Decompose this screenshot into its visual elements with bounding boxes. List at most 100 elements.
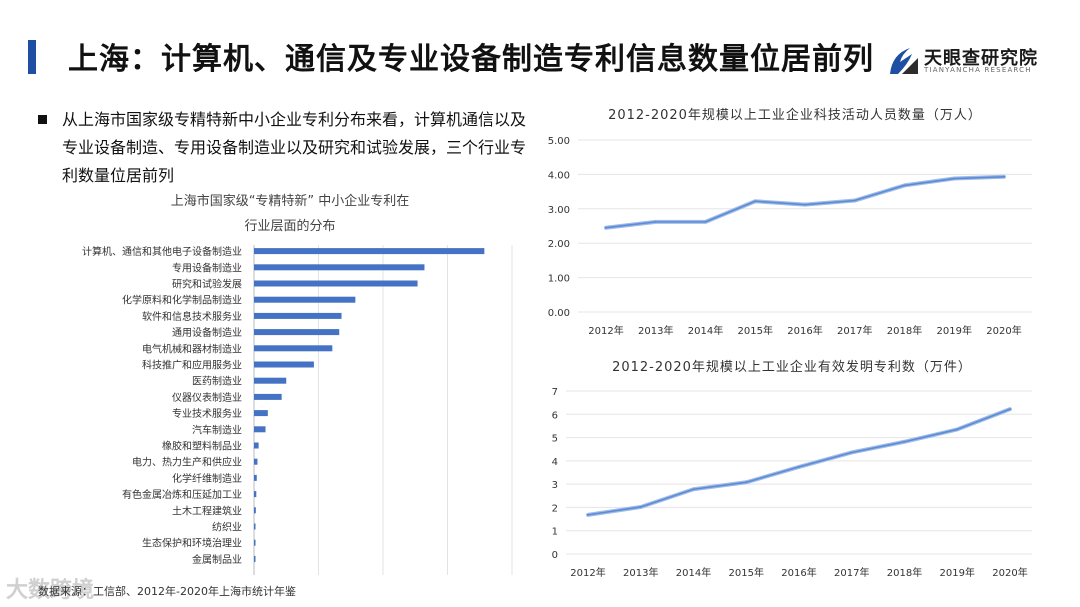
bar — [254, 523, 256, 530]
category-label: 软件和信息技术服务业 — [142, 310, 242, 323]
x-tick-label: 2014年 — [688, 324, 723, 337]
logo-text: 天眼查研究院 — [924, 48, 1038, 69]
data-point — [1009, 408, 1011, 411]
x-tick-label: 2012年 — [588, 324, 623, 337]
x-tick-label: 2020年 — [992, 566, 1027, 579]
x-tick-label: 2013年 — [638, 324, 673, 337]
data-point — [704, 220, 707, 223]
y-tick-label: 6 — [552, 410, 558, 421]
series-line-shadow — [604, 174, 1006, 230]
category-label: 研究和试验发展 — [172, 278, 242, 291]
y-tick-label: 3 — [552, 480, 558, 491]
y-tick-label: 2 — [552, 503, 558, 514]
data-point — [639, 505, 642, 508]
x-tick-label: 2018年 — [887, 324, 922, 337]
intro-text: 从上海市国家级专精特新中小企业专利分布来看，计算机通信以及专业设备制造、专用设备… — [62, 110, 527, 185]
y-tick-label: 3.00 — [548, 205, 570, 216]
x-tick-label: 2015年 — [738, 324, 773, 337]
bar — [254, 458, 258, 465]
watermark: 大数跨境 — [6, 578, 95, 603]
staff-line-chart: 2012-2020年规模以上工业企业科技活动人员数量（万人） 0.00 1.00 2.… — [548, 107, 1032, 337]
bar — [254, 280, 418, 287]
chart-title: 2012-2020年规模以上工业企业有效发明专利数（万件） — [612, 359, 972, 375]
bar — [254, 491, 257, 498]
bar — [254, 507, 256, 514]
bar — [254, 410, 268, 417]
x-tick-label: 2017年 — [837, 324, 872, 337]
category-label: 金属制品业 — [192, 553, 242, 566]
category-label: 纺织业 — [212, 521, 242, 534]
category-label: 土木工程建筑业 — [172, 504, 242, 517]
chart-title: 2012-2020年规模以上工业企业科技活动人员数量（万人） — [608, 107, 982, 123]
source-note: 数据来源：工信部、2012年-2020年上海市统计年鉴 — [38, 585, 296, 598]
y-tick-label: 0 — [552, 550, 558, 561]
industry-bar-chart: 上海市国家级“专精特新” 中小企业专利在行业层面的分布计算机、通信和其他电子设备… — [82, 193, 513, 575]
logo-mark-icon — [890, 48, 918, 74]
chart-title-line1: 上海市国家级“专精特新” 中小企业专利在 — [171, 193, 410, 209]
x-tick-label: 2015年 — [729, 566, 764, 579]
x-tick-label: 2018年 — [887, 566, 922, 579]
y-tick-label: 1 — [552, 527, 558, 538]
category-label: 专用设备制造业 — [172, 261, 242, 274]
x-tick-label: 2014年 — [676, 566, 711, 579]
x-tick-label: 2019年 — [937, 324, 972, 337]
data-point — [850, 451, 853, 454]
bar — [254, 296, 356, 303]
series-line — [587, 408, 1011, 516]
data-point — [903, 184, 906, 187]
bar — [254, 474, 257, 481]
bar — [254, 345, 333, 352]
category-label: 化学纤维制造业 — [172, 472, 242, 485]
bullet-icon — [38, 115, 47, 124]
bar — [254, 361, 314, 368]
page-title: 上海：计算机、通信及专业设备制造专利信息数量位居前列 — [68, 42, 874, 77]
chart-title-line2: 行业层面的分布 — [244, 218, 335, 234]
y-tick-label: 4 — [552, 457, 558, 468]
y-tick-label: 7 — [552, 387, 558, 398]
category-label: 仪器仪表制造业 — [172, 391, 242, 404]
y-tick-label: 1.00 — [548, 274, 570, 285]
x-tick-label: 2016年 — [781, 566, 816, 579]
data-point — [804, 203, 806, 206]
category-label: 橡胶和塑料制品业 — [162, 440, 242, 453]
y-tick-label: 0.00 — [548, 308, 570, 319]
bar — [254, 377, 287, 384]
data-point — [745, 481, 748, 484]
data-point — [956, 428, 959, 431]
category-label: 汽车制造业 — [192, 423, 242, 436]
logo-subtext: TIANYANCHA RESEARCH — [924, 66, 1032, 74]
data-point — [903, 440, 906, 443]
category-label: 化学原料和化学制品制造业 — [122, 294, 242, 307]
bar — [254, 426, 266, 433]
data-point — [754, 200, 757, 203]
data-point — [953, 177, 956, 180]
category-label: 科技推广和应用服务业 — [142, 359, 242, 372]
category-label: 有色金属冶炼和压延加工业 — [122, 488, 242, 501]
category-label: 专业技术服务业 — [172, 407, 242, 420]
x-tick-label: 2012年 — [570, 566, 605, 579]
x-tick-label: 2016年 — [787, 324, 822, 337]
data-point — [1003, 175, 1005, 178]
category-label: 医药制造业 — [192, 375, 242, 388]
data-point — [587, 513, 589, 516]
bar — [254, 329, 340, 336]
y-tick-label: 4.00 — [548, 170, 570, 181]
category-label: 通用设备制造业 — [172, 326, 242, 339]
y-tick-label: 2.00 — [548, 239, 570, 250]
y-tick-label: 5.00 — [548, 136, 570, 147]
x-tick-label: 2013年 — [623, 566, 658, 579]
data-point — [605, 226, 607, 229]
patent-line-chart: 2012-2020年规模以上工业企业有效发明专利数（万件） 0 1 2 3 4 5 6 7 201… — [552, 359, 1032, 579]
category-label: 计算机、通信和其他电子设备制造业 — [82, 245, 242, 258]
bar — [254, 555, 256, 562]
x-tick-label: 2020年 — [986, 324, 1021, 337]
x-tick-label: 2019年 — [940, 566, 975, 579]
category-label: 生态保护和环境治理业 — [142, 537, 242, 550]
logo: 天眼查研究院 TIANYANCHA RESEARCH — [888, 44, 1048, 80]
bar — [254, 539, 256, 546]
series-line-shadow — [586, 407, 1012, 517]
category-label: 电力、热力生产和供应业 — [132, 456, 242, 469]
y-tick-label: 5 — [552, 434, 558, 445]
bar — [254, 312, 342, 319]
title-accent-bar — [28, 40, 36, 74]
